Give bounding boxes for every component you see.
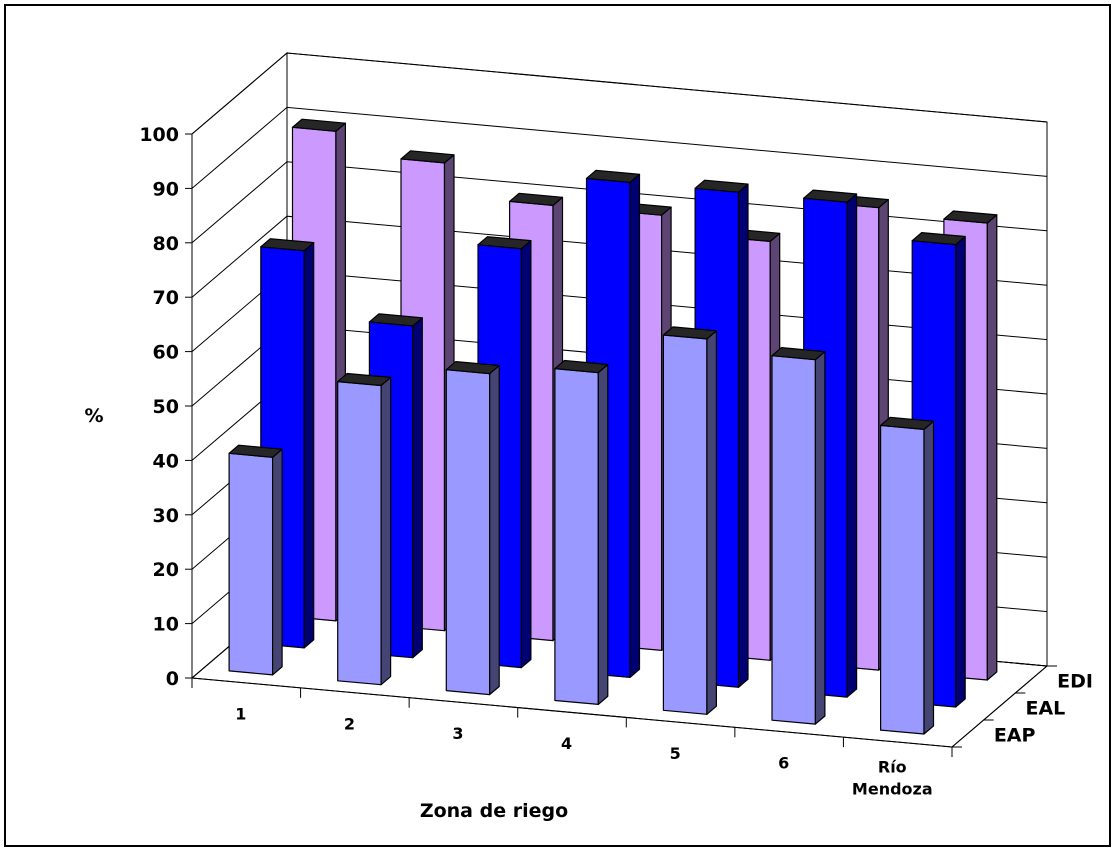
y-tick-label: 80 <box>153 233 179 255</box>
bar-front-face <box>662 334 708 715</box>
y-tick-label: 10 <box>153 614 179 636</box>
y-tick-label: 90 <box>153 178 179 200</box>
bar-top-face <box>694 179 749 193</box>
bar-side-face <box>412 317 423 659</box>
bar-eap-2 <box>337 372 392 686</box>
bar-side-face <box>986 214 998 681</box>
bar-top-face <box>509 192 564 206</box>
x-tick-label: 5 <box>670 744 681 763</box>
bars <box>228 118 998 735</box>
y-tick-label: 40 <box>153 450 179 472</box>
bar-front-face <box>554 368 599 706</box>
series-label: EAP <box>994 725 1036 747</box>
bar-side-face <box>597 363 609 706</box>
series-label: EAL <box>1026 698 1066 720</box>
bar-top-face <box>400 150 455 164</box>
bar-eap-1 <box>228 444 283 676</box>
bar-side-face <box>520 240 532 669</box>
x-axis-title: Zona de riego <box>420 800 568 822</box>
y-gridline <box>191 215 1048 298</box>
y-gridline <box>191 106 1048 189</box>
y-tick-label: 30 <box>153 505 179 527</box>
bar-top-face <box>477 236 532 250</box>
bar-top-face <box>803 189 858 203</box>
bar-top-face <box>879 416 935 430</box>
bar-eap-5 <box>662 326 718 715</box>
bar-front-face <box>337 381 382 686</box>
x-tick-label: 1 <box>235 704 246 723</box>
bar-side-face <box>629 173 641 679</box>
bar-top-face <box>662 326 718 340</box>
y-gridline <box>191 52 1048 135</box>
x-tick-label: Río <box>878 758 907 777</box>
bar-top-face <box>585 169 641 183</box>
bar-eap-4 <box>554 359 609 706</box>
x-tick-label: Mendoza <box>852 780 933 799</box>
bar-side-face <box>489 364 500 696</box>
bar-side-face <box>955 235 966 708</box>
bar-top-face <box>228 444 283 458</box>
depth-axis-line <box>951 665 1048 748</box>
y-tick-label: 60 <box>153 342 179 364</box>
chart-svg: 0 10 20 30 40 50 60 70 80 90 100 1 2 3 4 5 6 Río Mendoza EA… <box>84 51 1093 822</box>
bar-side-face <box>706 330 718 715</box>
series-label: EDI <box>1057 671 1093 693</box>
chart-frame: 0 10 20 30 40 50 60 70 80 90 100 1 2 3 4 5 6 Río Mendoza EA… <box>4 4 1111 847</box>
bar-front-face <box>228 452 274 676</box>
bar-top-face <box>291 118 346 132</box>
bar-side-face <box>272 448 283 676</box>
bar-front-face <box>445 369 491 696</box>
y-tick-label: 70 <box>153 287 179 309</box>
x-axis-line <box>191 677 953 748</box>
x-tick-label: 2 <box>344 714 355 733</box>
y-tick-label: 50 <box>153 396 179 418</box>
bar-eap-6 <box>771 347 826 725</box>
y-tick-label: 100 <box>139 124 179 146</box>
bar-front-face <box>879 424 925 735</box>
y-gridline <box>191 161 1048 244</box>
bar-eap-7 <box>879 416 935 735</box>
bar-top-face <box>554 359 609 374</box>
bar-side-face <box>923 420 935 735</box>
bar-eap-3 <box>445 361 500 696</box>
bar-side-face <box>303 242 315 649</box>
y-axis-title: % <box>84 405 103 427</box>
bar-top-face <box>260 238 315 252</box>
x-tick-label: 6 <box>778 754 789 773</box>
bar-side-face <box>814 351 826 725</box>
bar-top-face <box>943 210 998 224</box>
bar-top-face <box>771 347 826 361</box>
y-tick-label: 0 <box>166 668 179 690</box>
bar-top-face <box>445 361 500 375</box>
bar-side-face <box>380 376 392 686</box>
x-tick-label: 3 <box>452 724 463 743</box>
bar-top-face <box>911 232 966 246</box>
bar-front-face <box>771 355 817 725</box>
x-tick-label: 4 <box>561 734 572 753</box>
bar-side-face <box>737 183 749 688</box>
bar-side-face <box>846 193 858 698</box>
bar-top-face <box>337 372 392 387</box>
axes: 0 10 20 30 40 50 60 70 80 90 100 1 2 3 4 5 6 Río Mendoza EA… <box>139 124 1093 799</box>
y-tick-label: 20 <box>153 559 179 581</box>
bar-top-face <box>368 313 423 327</box>
